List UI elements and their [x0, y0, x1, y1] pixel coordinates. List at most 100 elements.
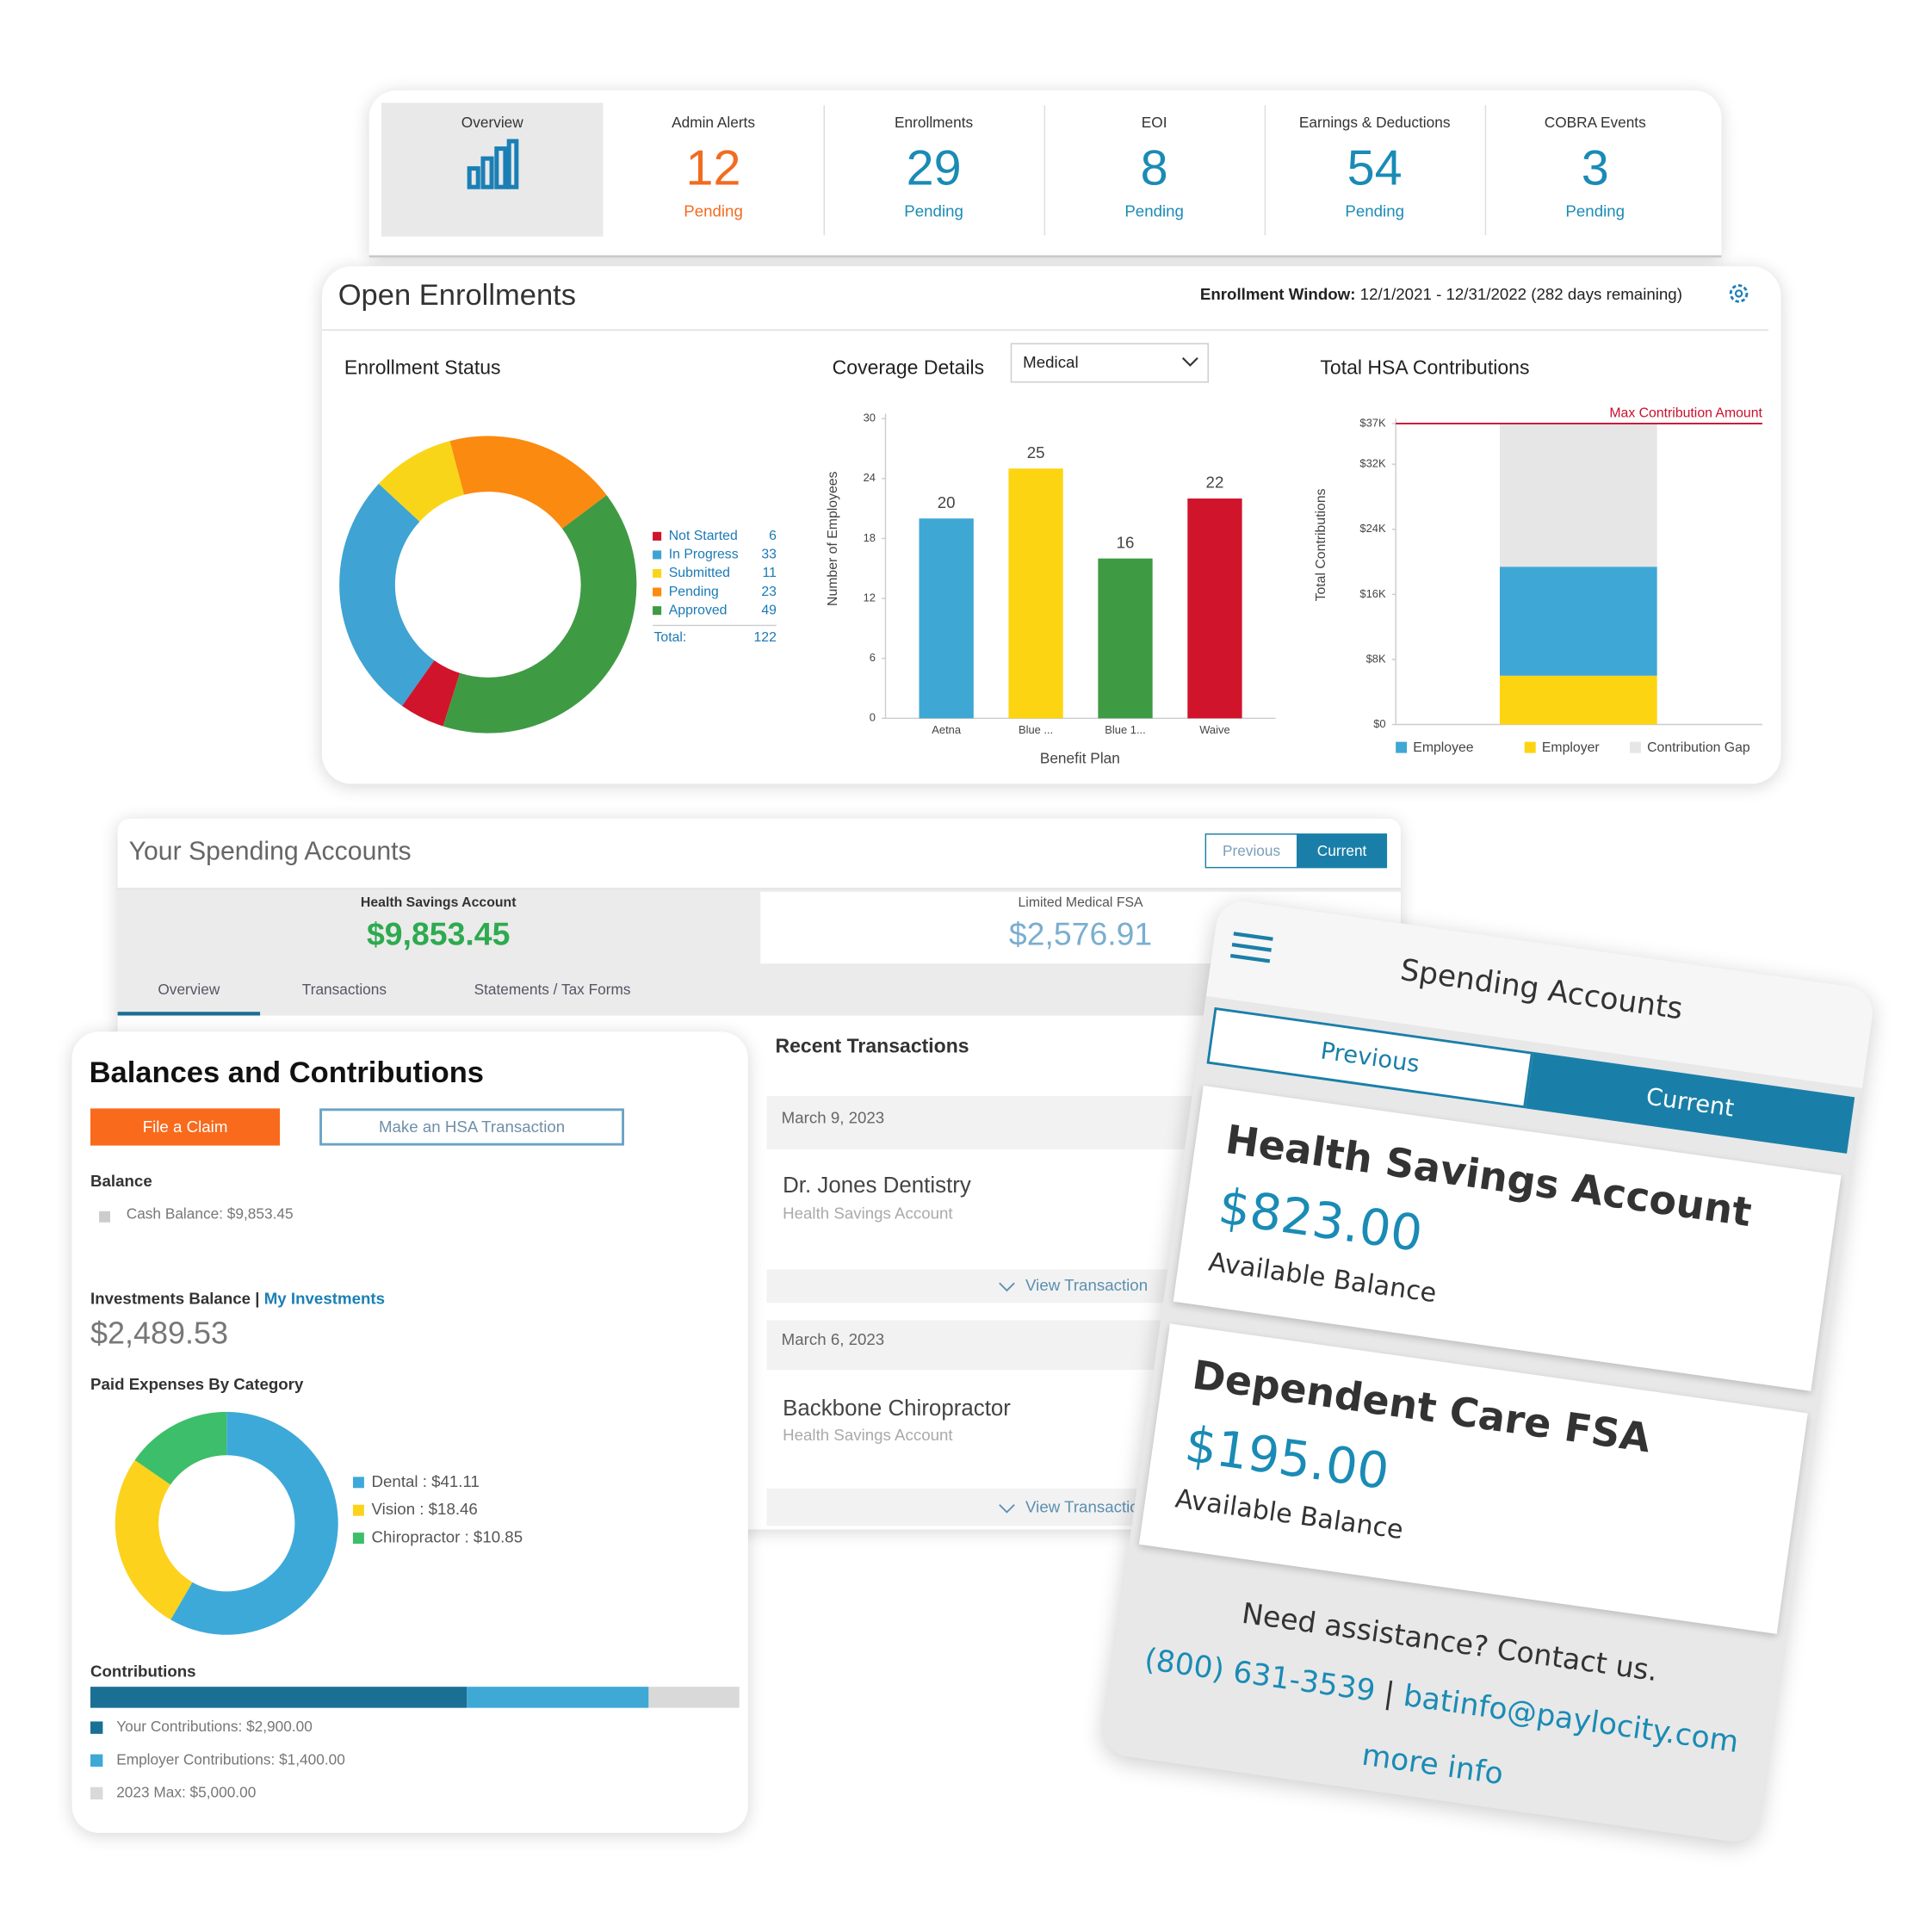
pie-slice	[378, 441, 465, 522]
account-name: Limited Medical FSA	[1018, 895, 1143, 911]
bar	[1008, 468, 1063, 719]
menu-icon[interactable]	[1229, 930, 1274, 965]
tab-status: Pending	[1345, 201, 1405, 221]
pie-slice	[115, 1459, 193, 1620]
tab-label[interactable]: Earnings & Deductions	[1298, 114, 1451, 132]
file-claim-button[interactable]: File a Claim	[90, 1108, 281, 1146]
legend-total-label: Total:	[654, 630, 687, 645]
divider	[321, 329, 1769, 331]
y-tick-label: $24K	[1359, 522, 1386, 535]
tab-count: 54	[1347, 140, 1403, 196]
bar	[919, 518, 974, 719]
legend-label: Submitted	[669, 566, 730, 580]
investments-link[interactable]: My Investments	[263, 1289, 386, 1309]
tab-label[interactable]: Enrollments	[895, 114, 974, 132]
tab-label[interactable]: EOI	[1141, 114, 1167, 132]
legend-swatch	[1396, 741, 1408, 753]
legend-label: Pending	[669, 585, 719, 599]
tab-count: 8	[1140, 140, 1168, 196]
separator: |	[1382, 1675, 1397, 1712]
legend-swatch	[99, 1211, 111, 1223]
y-tick-label: $32K	[1359, 457, 1386, 470]
divider	[1484, 105, 1487, 236]
bar-segment	[1499, 423, 1657, 567]
legend-swatch	[653, 587, 662, 597]
legend-label: Employer Contributions: $1,400.00	[116, 1750, 345, 1768]
legend-swatch	[352, 1504, 364, 1516]
hsa-transaction-button[interactable]: Make an HSA Transaction	[319, 1108, 624, 1146]
legend-label: Vision : $18.46	[372, 1500, 478, 1518]
chart-title: Enrollment Status	[344, 357, 501, 380]
chart-title: Total HSA Contributions	[1320, 357, 1530, 380]
sub-tab[interactable]: Statements / Tax Forms	[474, 981, 631, 999]
x-tick-label: Blue ...	[1019, 723, 1053, 736]
legend-label: 2023 Max: $5,000.00	[116, 1783, 256, 1800]
legend-label: Approved	[669, 603, 728, 617]
toggle-current[interactable]: Current	[1297, 833, 1388, 869]
tab-status: Pending	[1565, 201, 1625, 221]
y-axis-title: Number of Employees	[826, 471, 840, 606]
value-label: 20	[938, 493, 956, 511]
dropdown-chevron	[1181, 356, 1198, 367]
y-tick-label: $16K	[1359, 587, 1386, 600]
investments-header: Investments Balance | My Investments	[90, 1289, 386, 1309]
y-tick-label: 18	[864, 531, 876, 544]
txn-date: March 9, 2023	[781, 1108, 885, 1127]
divider	[823, 105, 826, 236]
max-line-label: Max Contribution Amount	[1609, 406, 1762, 421]
dropdown-value[interactable]: Medical	[1023, 352, 1079, 372]
dropdown[interactable]	[1010, 343, 1209, 383]
label: Investments Balance	[90, 1289, 251, 1309]
pie-slice	[449, 436, 607, 529]
legend-swatch	[352, 1477, 364, 1489]
legend-label: Not Started	[669, 529, 738, 543]
bar-segment	[90, 1687, 468, 1708]
date-bar	[766, 1096, 1194, 1149]
legend-swatch	[352, 1533, 364, 1545]
txn-action[interactable]: View Transaction	[1025, 1497, 1149, 1516]
phone[interactable]: (800) 631-3539	[1142, 1641, 1378, 1709]
value-label: 22	[1206, 474, 1224, 492]
y-tick-label: 24	[864, 471, 876, 484]
window-label: Enrollment Window:	[1199, 284, 1356, 304]
settings-icon[interactable]	[1726, 282, 1751, 307]
tab-status: Pending	[1124, 201, 1184, 221]
y-tick-label: 30	[864, 412, 876, 424]
txn-action[interactable]: View Transaction	[1025, 1275, 1149, 1295]
sub-tab[interactable]: Transactions	[301, 981, 387, 999]
mobile-card: Spending Accounts Previous Current Healt…	[1099, 897, 1876, 1845]
txn-account: Health Savings Account	[783, 1204, 953, 1223]
legend-label: Employee	[1413, 740, 1474, 755]
pie-slice	[134, 1411, 227, 1485]
account-amount: $823.00	[1215, 1178, 1427, 1264]
tab-label[interactable]: Admin Alerts	[672, 114, 755, 132]
enrollment-window: Enrollment Window: 12/1/2021 - 12/31/202…	[1199, 284, 1682, 304]
chart-title: Coverage Details	[832, 357, 985, 380]
y-tick-label: 6	[870, 651, 876, 664]
pie-slice	[443, 495, 637, 734]
value-label: 16	[1117, 533, 1135, 551]
txn-footer	[766, 1269, 1194, 1303]
legend-label: Your Contributions: $2,900.00	[116, 1718, 313, 1735]
legend-swatch	[1630, 741, 1641, 753]
account-balance: $2,576.91	[1008, 915, 1153, 953]
txn-date: March 6, 2023	[781, 1329, 885, 1349]
x-tick-label: Aetna	[932, 723, 962, 736]
cash-balance: Cash Balance: $9,853.45	[126, 1204, 294, 1223]
date-bar	[766, 1320, 1194, 1370]
value-label: 25	[1027, 443, 1045, 461]
sub-tab[interactable]: Overview	[158, 981, 220, 999]
tab-status: Pending	[904, 201, 963, 221]
txn-merchant: Dr. Jones Dentistry	[783, 1173, 971, 1198]
tab-label[interactable]: Overview	[461, 114, 523, 132]
chevron	[999, 1504, 1015, 1514]
y-tick-label: $8K	[1366, 652, 1386, 665]
legend-value: 11	[762, 566, 777, 580]
tab-label[interactable]: COBRA Events	[1544, 114, 1646, 132]
legend-label: Dental : $41.11	[372, 1472, 480, 1490]
legend-label: In Progress	[669, 548, 739, 562]
legend-value: 49	[761, 603, 777, 617]
